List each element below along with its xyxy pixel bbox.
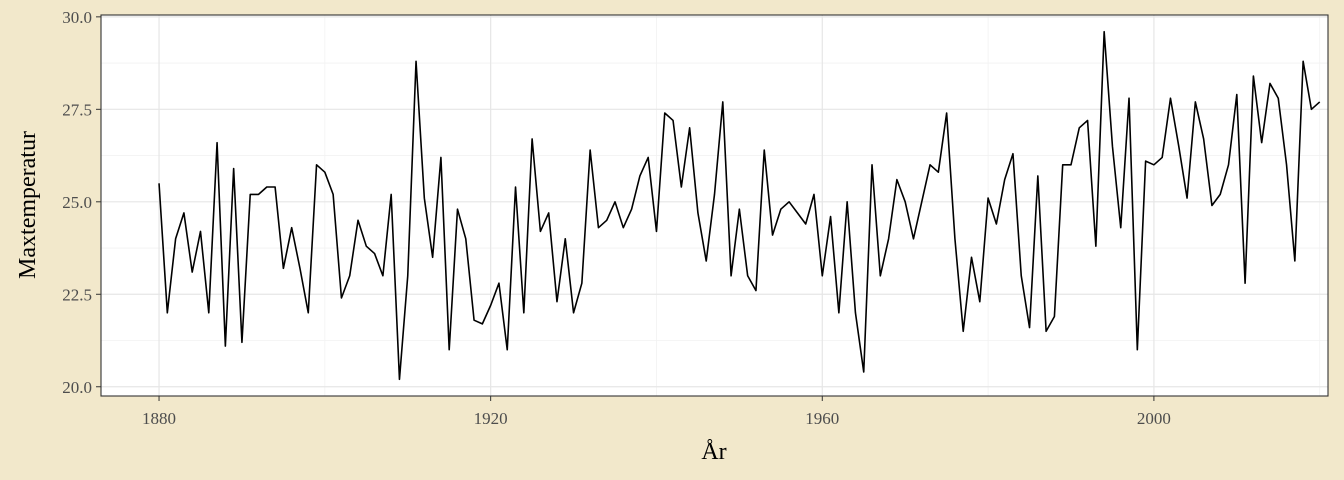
x-tick-label: 1960 [805,409,839,428]
y-axis: 20.0 22.5 25.0 27.5 30.0 [62,8,101,397]
x-tick-label: 1880 [142,409,176,428]
y-axis-title: Maxtemperatur [15,131,41,279]
y-tick-label: 25.0 [62,193,92,212]
y-tick-label: 30.0 [62,8,92,27]
panel-background [101,15,1328,396]
x-axis: 1880 1920 1960 2000 [142,396,1171,428]
y-tick-label: 20.0 [62,378,92,397]
series-layer [158,30,1321,381]
y-tick-label: 27.5 [62,100,92,119]
panel-border [100,14,1329,397]
y-tick-label: 22.5 [62,285,92,304]
x-tick-label: 2000 [1137,409,1171,428]
x-tick-label: 1920 [474,409,508,428]
series-line [158,30,1321,381]
x-axis-title: År [701,439,726,465]
